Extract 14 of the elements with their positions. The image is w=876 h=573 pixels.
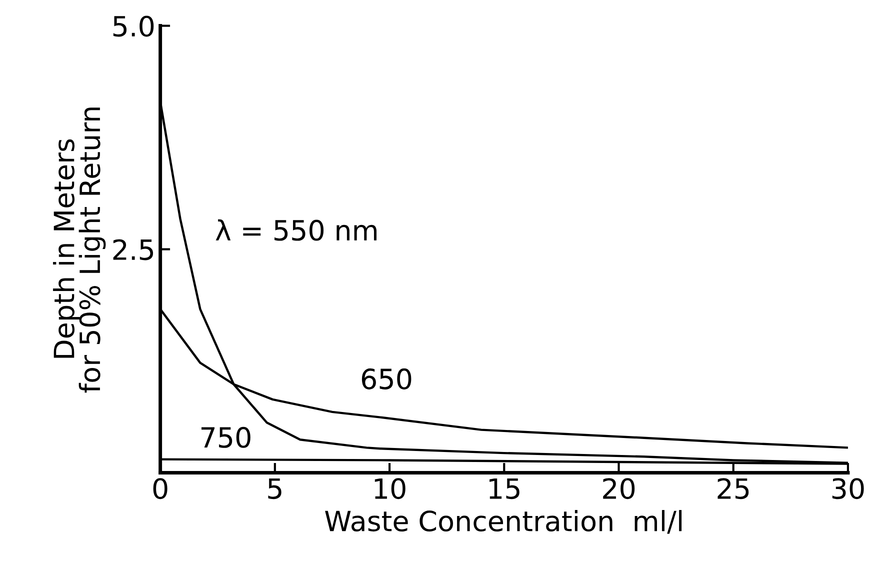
y-tick-label: 2.5 [113,239,154,260]
x-tick-label: 30 [832,478,864,500]
x-tick-label: 5 [268,478,282,500]
x-tick-label: 20 [603,478,635,500]
y-tick-label: 5.0 [113,16,154,37]
series-label: 650 [362,368,412,390]
y-axis-title: Depth in Meters for 50% Light Return [53,108,106,393]
series-label: 750 [201,426,250,448]
series-label: λ = 550 nm [216,219,376,241]
x-tick-label: 15 [490,478,520,500]
x-tick-label: 0 [153,478,168,500]
x-tick-label: 10 [374,478,406,500]
x-axis-title: Waste Concentration ml/l [325,510,682,534]
x-tick-label: 25 [718,478,749,500]
